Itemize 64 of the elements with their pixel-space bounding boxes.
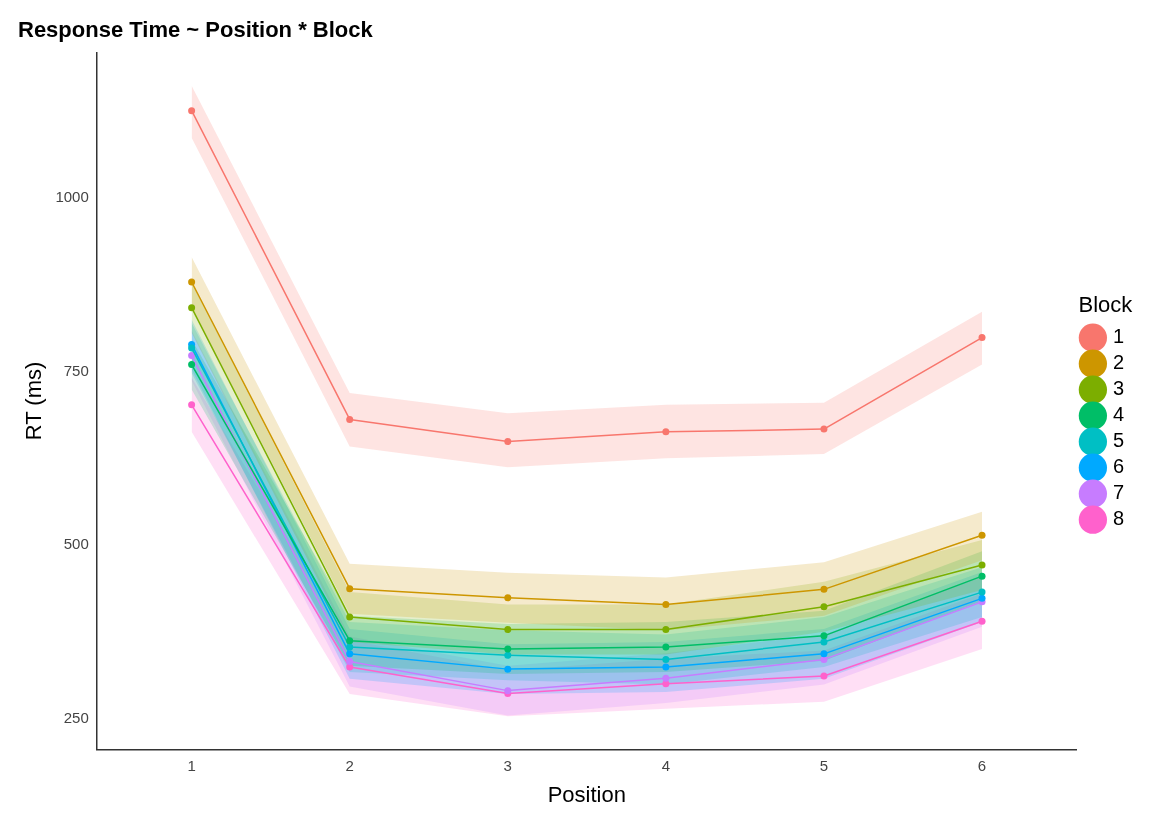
legend-label: 6 (1112, 455, 1124, 478)
legend-label: 5 (1112, 429, 1124, 452)
point (978, 572, 986, 580)
y-tick-label: 1000 (55, 188, 89, 206)
point (662, 601, 670, 609)
legend-label: 3 (1112, 377, 1124, 400)
y-tick-label: 500 (63, 535, 89, 553)
y-axis-title: RT (ms) (21, 361, 47, 441)
x-tick-label: 2 (345, 756, 354, 774)
point (662, 674, 670, 682)
x-tick-label: 6 (977, 756, 987, 774)
point (504, 438, 512, 446)
point (662, 626, 670, 634)
point (662, 663, 670, 671)
point (346, 650, 354, 658)
point (820, 603, 828, 611)
point (504, 594, 512, 602)
chart-title: Response Time ~ Position * Block (18, 17, 374, 43)
point (346, 663, 354, 671)
point (662, 643, 670, 651)
point (978, 334, 986, 342)
y-tick-label: 250 (63, 708, 89, 726)
point (820, 650, 828, 658)
legend-label: 2 (1112, 351, 1124, 374)
point (662, 655, 670, 663)
point (188, 401, 196, 409)
point (978, 588, 986, 596)
point (346, 613, 354, 621)
legend-label: 1 (1112, 325, 1124, 348)
point (820, 425, 828, 433)
point (504, 645, 512, 653)
x-tick-label: 1 (187, 756, 196, 774)
legend-label: 8 (1112, 507, 1124, 530)
point (820, 632, 828, 640)
x-axis-title: Position (547, 781, 626, 807)
point (820, 672, 828, 680)
point (346, 637, 354, 645)
x-tick-label: 3 (503, 756, 512, 774)
point (662, 428, 670, 436)
point (346, 643, 354, 651)
x-tick-label: 4 (661, 756, 671, 774)
point (504, 665, 512, 673)
point (504, 626, 512, 634)
point (188, 361, 196, 369)
legend-label: 4 (1112, 403, 1124, 426)
legend-label: 7 (1112, 481, 1124, 504)
point (978, 531, 986, 539)
point (504, 651, 512, 659)
point (346, 658, 354, 665)
point (188, 304, 196, 312)
point (188, 107, 196, 115)
point (820, 638, 828, 646)
legend-title: Block (1078, 292, 1134, 318)
point (346, 415, 354, 423)
x-tick-label: 5 (819, 756, 829, 774)
point (188, 344, 196, 352)
point (188, 352, 196, 360)
point (346, 585, 354, 593)
point (820, 585, 828, 593)
point (978, 594, 986, 602)
y-tick-label: 750 (63, 361, 89, 379)
point (978, 561, 986, 569)
point (188, 278, 196, 286)
point (978, 617, 986, 625)
